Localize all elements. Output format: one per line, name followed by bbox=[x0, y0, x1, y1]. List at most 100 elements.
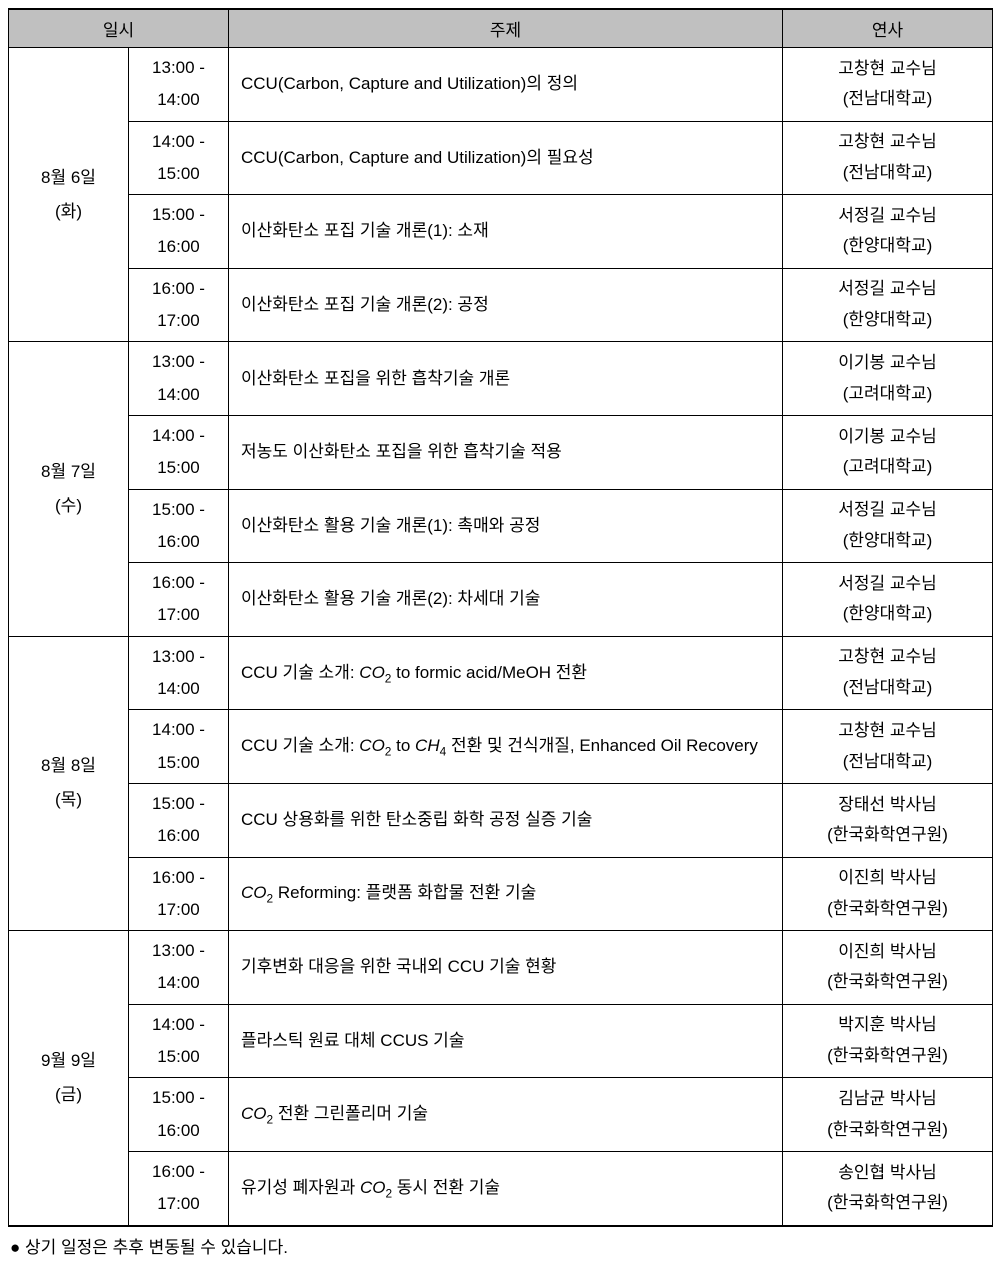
speaker-affiliation: (한양대학교) bbox=[843, 236, 933, 255]
time-end: 16:00 bbox=[157, 237, 200, 256]
speaker-cell: 고창현 교수님 (전남대학교) bbox=[783, 636, 993, 710]
time-end: 15:00 bbox=[157, 753, 200, 772]
speaker-name: 송인협 박사님 bbox=[838, 1163, 937, 1182]
time-cell: 15:00 - 16:00 bbox=[129, 783, 229, 857]
time-start: 13:00 - bbox=[152, 941, 205, 960]
speaker-cell: 서정길 교수님(한양대학교) bbox=[783, 489, 993, 563]
table-row: 8월 6일(화)13:00 -14:00CCU(Carbon, Capture … bbox=[9, 48, 993, 122]
header-topic: 주제 bbox=[229, 9, 783, 48]
time-cell: 16:00 -17:00 bbox=[129, 857, 229, 931]
table-row: 15:00 -16:00이산화탄소 활용 기술 개론(1): 촉매와 공정서정길… bbox=[9, 489, 993, 563]
topic-cell: 이산화탄소 포집 기술 개론(2): 공정 bbox=[229, 268, 783, 342]
time-cell: 14:00 -15:00 bbox=[129, 1004, 229, 1078]
time-end: 15:00 bbox=[157, 164, 200, 183]
time-start: 16:00 - bbox=[152, 868, 205, 887]
speaker-name: 고창현 교수님 bbox=[838, 132, 937, 151]
table-row: 15:00 - 16:00 CCU 상용화를 위한 탄소중립 화학 공정 실증 기술… bbox=[9, 783, 993, 857]
speaker-affiliation: (전남대학교) bbox=[843, 163, 933, 182]
speaker-name: 이기봉 교수님 bbox=[838, 427, 937, 446]
speaker-name: 이진희 박사님 bbox=[838, 868, 937, 887]
table-row: 8월 7일(수)13:00 -14:00이산화탄소 포집을 위한 흡착기술 개론… bbox=[9, 342, 993, 416]
time-end: 14:00 bbox=[157, 90, 200, 109]
speaker-name: 서정길 교수님 bbox=[838, 206, 937, 225]
speaker-name: 고창현 교수님 bbox=[838, 721, 937, 740]
topic-cell: CCU 기술 소개: CO2 to formic acid/MeOH 전환 bbox=[229, 636, 783, 710]
time-start: 13:00 - bbox=[152, 352, 205, 371]
speaker-affiliation: (전남대학교) bbox=[843, 752, 933, 771]
time-cell: 16:00 - 17:00 bbox=[129, 268, 229, 342]
speaker-affiliation: (고려대학교) bbox=[843, 457, 933, 476]
speaker-name: 김남균 박사님 bbox=[838, 1089, 937, 1108]
time-start: 15:00 - bbox=[152, 794, 205, 813]
date-line2: (목) bbox=[55, 790, 82, 809]
time-cell: 15:00 -16:00 bbox=[129, 1078, 229, 1152]
topic-cell: 이산화탄소 활용 기술 개론(2): 차세대 기술 bbox=[229, 563, 783, 637]
time-start: 16:00 - bbox=[152, 279, 205, 298]
table-row: 16:00 -17:00유기성 폐자원과 CO2 동시 전환 기술송인협 박사님… bbox=[9, 1151, 993, 1225]
topic-cell: 이산화탄소 포집 기술 개론(1): 소재 bbox=[229, 195, 783, 269]
speaker-name: 이진희 박사님 bbox=[838, 942, 937, 961]
time-cell: 15:00 - 16:00 bbox=[129, 195, 229, 269]
time-end: 17:00 bbox=[157, 311, 200, 330]
time-end: 17:00 bbox=[157, 1194, 200, 1213]
speaker-cell: 장태선 박사님(한국화학연구원) bbox=[783, 783, 993, 857]
topic-cell: CCU(Carbon, Capture and Utilization)의 필요… bbox=[229, 121, 783, 195]
time-end: 14:00 bbox=[157, 973, 200, 992]
speaker-name: 서정길 교수님 bbox=[838, 279, 937, 298]
table-row: 15:00 -16:00CO2 전환 그린폴리머 기술 김남균 박사님 (한국화학연… bbox=[9, 1078, 993, 1152]
speaker-affiliation: (고려대학교) bbox=[843, 384, 933, 403]
speaker-cell: 이기봉 교수님 (고려대학교) bbox=[783, 415, 993, 489]
topic-cell: CO2 전환 그린폴리머 기술 bbox=[229, 1078, 783, 1152]
date-line2: (수) bbox=[55, 496, 82, 515]
time-start: 14:00 - bbox=[152, 132, 205, 151]
speaker-cell: 송인협 박사님(한국화학연구원) bbox=[783, 1151, 993, 1225]
time-cell: 13:00 - 14:00 bbox=[129, 931, 229, 1005]
date-line1: 9월 9일 bbox=[41, 1051, 96, 1070]
schedule-table: 일시 주제 연사 8월 6일(화)13:00 -14:00CCU(Carbon,… bbox=[8, 8, 993, 1227]
table-row: 9월 9일(금)13:00 -14:00기후변화 대응을 위한 국내외 CCU … bbox=[9, 931, 993, 1005]
topic-cell: 이산화탄소 활용 기술 개론(1): 촉매와 공정 bbox=[229, 489, 783, 563]
header-speaker: 연사 bbox=[783, 9, 993, 48]
time-cell: 16:00 -17:00 bbox=[129, 563, 229, 637]
topic-cell: 유기성 폐자원과 CO2 동시 전환 기술 bbox=[229, 1151, 783, 1225]
speaker-name: 박지훈 박사님 bbox=[838, 1015, 937, 1034]
speaker-affiliation: (한양대학교) bbox=[843, 531, 933, 550]
date-cell: 8월 7일(수) bbox=[9, 342, 129, 636]
speaker-cell: 고창현 교수님 (전남대학교) bbox=[783, 121, 993, 195]
table-row: 14:00 -15:00저농도 이산화탄소 포집을 위한 흡착기술 적용이기봉 … bbox=[9, 415, 993, 489]
time-cell: 16:00 -17:00 bbox=[129, 1151, 229, 1225]
table-header-row: 일시 주제 연사 bbox=[9, 9, 993, 48]
topic-cell: 이산화탄소 포집을 위한 흡착기술 개론 bbox=[229, 342, 783, 416]
time-start: 15:00 - bbox=[152, 205, 205, 224]
topic-cell: CCU(Carbon, Capture and Utilization)의 정의 bbox=[229, 48, 783, 122]
speaker-name: 고창현 교수님 bbox=[838, 647, 937, 666]
speaker-name: 장태선 박사님 bbox=[838, 795, 937, 814]
topic-cell: CO2 Reforming: 플랫폼 화합물 전환 기술 bbox=[229, 857, 783, 931]
time-end: 14:00 bbox=[157, 679, 200, 698]
time-start: 13:00 - bbox=[152, 647, 205, 666]
time-start: 16:00 - bbox=[152, 573, 205, 592]
table-row: 14:00 -15:00플라스틱 원료 대체 CCUS 기술박지훈 박사님(한국… bbox=[9, 1004, 993, 1078]
topic-cell: 기후변화 대응을 위한 국내외 CCU 기술 현황 bbox=[229, 931, 783, 1005]
speaker-cell: 고창현 교수님 (전남대학교) bbox=[783, 710, 993, 784]
speaker-cell: 서정길 교수님(한양대학교) bbox=[783, 268, 993, 342]
time-start: 14:00 - bbox=[152, 720, 205, 739]
date-cell: 9월 9일 (금) bbox=[9, 931, 129, 1226]
time-end: 15:00 bbox=[157, 1047, 200, 1066]
time-cell: 14:00 - 15:00 bbox=[129, 121, 229, 195]
time-end: 15:00 bbox=[157, 458, 200, 477]
speaker-cell: 서정길 교수님(한양대학교) bbox=[783, 563, 993, 637]
time-cell: 13:00 -14:00 bbox=[129, 342, 229, 416]
time-end: 16:00 bbox=[157, 826, 200, 845]
speaker-affiliation: (한국화학연구원) bbox=[827, 1120, 948, 1139]
time-cell: 13:00 - 14:00 bbox=[129, 636, 229, 710]
time-start: 15:00 - bbox=[152, 1088, 205, 1107]
table-row: 16:00 -17:00이산화탄소 포집 기술 개론(2): 공정서정길 교수님… bbox=[9, 268, 993, 342]
date-line2: (금) bbox=[55, 1085, 82, 1104]
date-line1: 8월 8일 bbox=[41, 756, 96, 775]
speaker-affiliation: (전남대학교) bbox=[843, 678, 933, 697]
topic-cell: CCU 상용화를 위한 탄소중립 화학 공정 실증 기술 bbox=[229, 783, 783, 857]
speaker-affiliation: (한국화학연구원) bbox=[827, 899, 948, 918]
time-start: 13:00 - bbox=[152, 58, 205, 77]
speaker-cell: 이기봉 교수님(고려대학교) bbox=[783, 342, 993, 416]
